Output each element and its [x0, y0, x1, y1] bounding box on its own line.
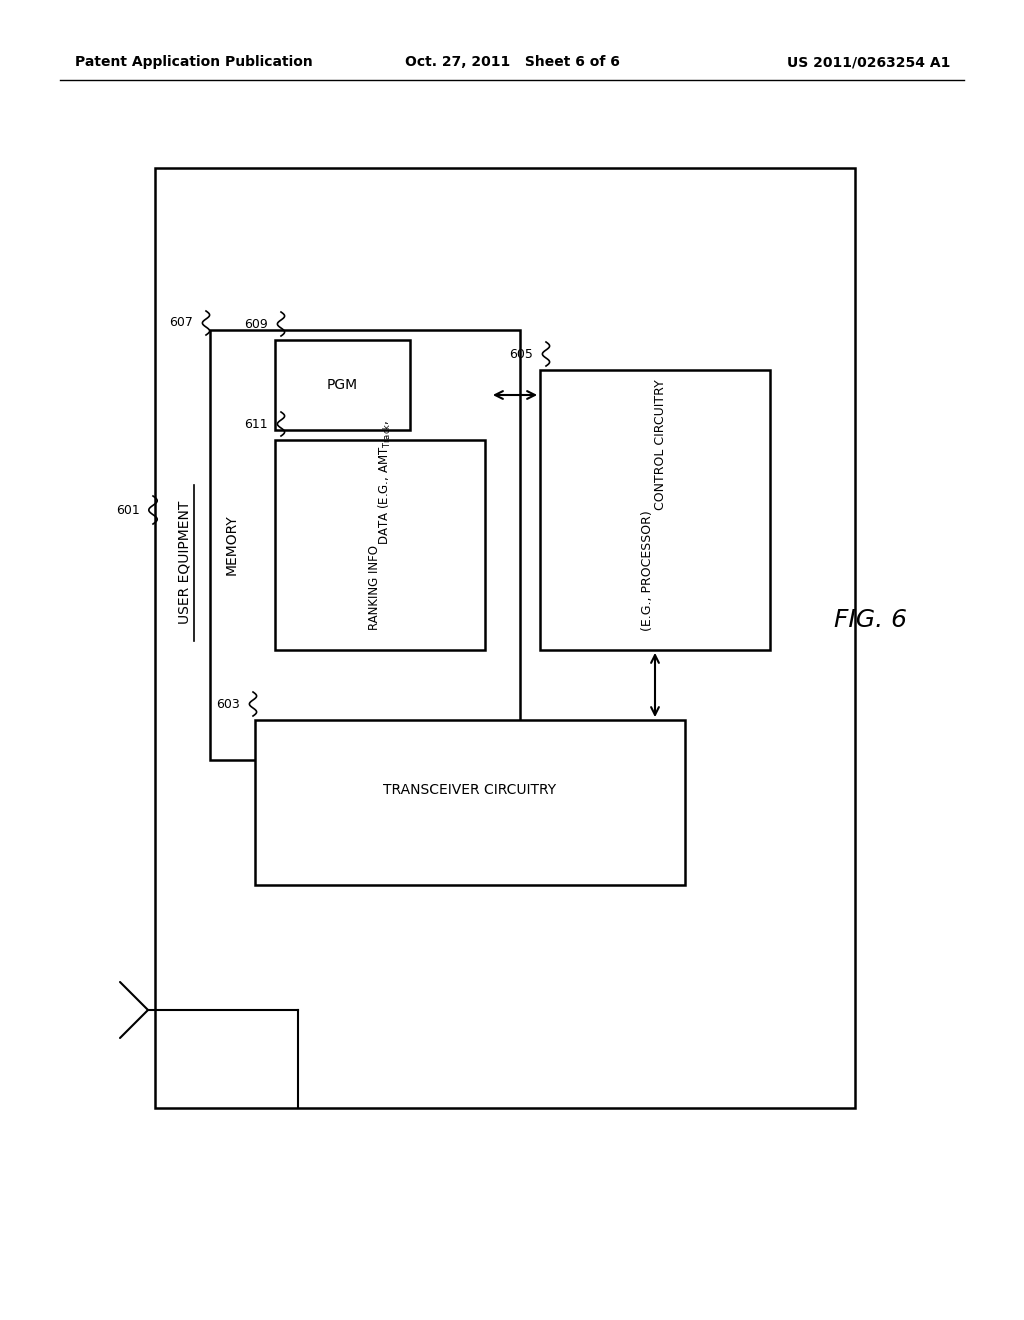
- Text: 603: 603: [216, 697, 240, 710]
- Text: 609: 609: [245, 318, 268, 330]
- Text: 601: 601: [117, 503, 140, 516]
- Bar: [210, 330, 520, 760]
- Text: PGM: PGM: [327, 378, 358, 392]
- Text: RANKING INFO: RANKING INFO: [369, 545, 382, 630]
- Text: CONTROL CIRCUITRY: CONTROL CIRCUITRY: [653, 379, 667, 510]
- Text: TRANSCEIVER CIRCUITRY: TRANSCEIVER CIRCUITRY: [383, 784, 557, 797]
- Text: 611: 611: [245, 417, 268, 430]
- Bar: [540, 370, 770, 649]
- Bar: [255, 719, 685, 884]
- Bar: [275, 440, 485, 649]
- Bar: [155, 168, 855, 1107]
- Text: USER EQUIPMENT: USER EQUIPMENT: [178, 502, 193, 624]
- Text: FIG. 6: FIG. 6: [834, 609, 906, 632]
- Text: MEMORY: MEMORY: [225, 515, 239, 576]
- Text: DATA (E.G., AMT$_\mathregular{Track}$,: DATA (E.G., AMT$_\mathregular{Track}$,: [377, 420, 393, 545]
- Text: 605: 605: [509, 347, 534, 360]
- Text: (E.G., PROCESSOR): (E.G., PROCESSOR): [640, 510, 653, 631]
- Text: US 2011/0263254 A1: US 2011/0263254 A1: [786, 55, 950, 69]
- Text: Oct. 27, 2011   Sheet 6 of 6: Oct. 27, 2011 Sheet 6 of 6: [404, 55, 620, 69]
- Bar: [275, 341, 410, 430]
- Text: Patent Application Publication: Patent Application Publication: [75, 55, 312, 69]
- Text: 607: 607: [169, 317, 193, 330]
